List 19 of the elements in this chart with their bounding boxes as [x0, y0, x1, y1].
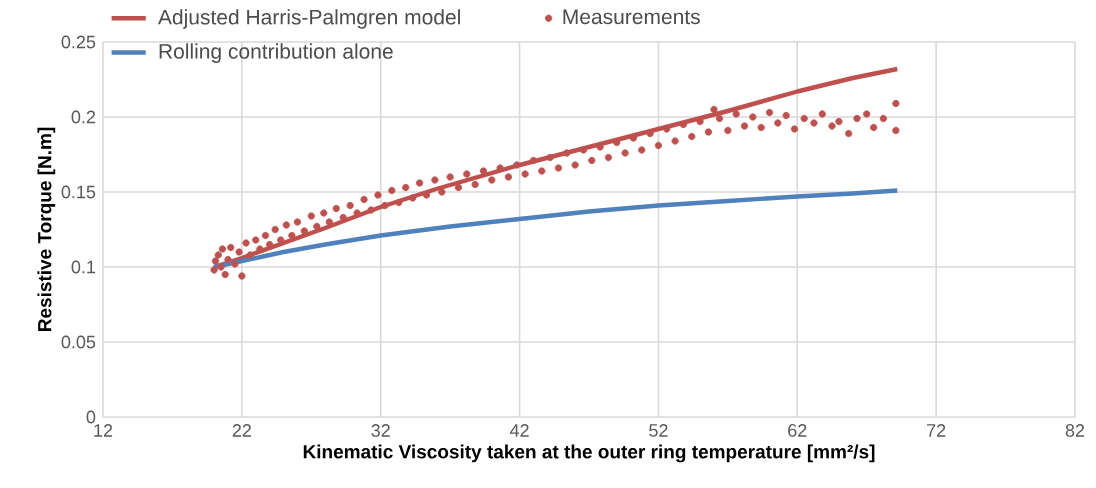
x-axis-title: Kinematic Viscosity taken at the outer ring temperature [mm²/s]: [303, 444, 875, 463]
x-tick-label: 42: [509, 424, 529, 437]
y-tick-label: 0.05: [61, 335, 96, 349]
y-tick-label: 0.25: [61, 35, 96, 49]
x-tick-label: 72: [927, 424, 946, 437]
x-tick-label: 62: [788, 424, 807, 437]
x-tick-label: 52: [649, 424, 668, 437]
x-tick-label: 22: [232, 424, 251, 437]
legend-label: Adjusted Harris-Palmgren model: [157, 9, 460, 29]
y-tick-label: 0.2: [71, 110, 96, 124]
legend-label: Rolling contribution alone: [159, 43, 393, 63]
x-tick-label: 82: [1065, 424, 1085, 437]
y-axis-title: Resistive Torque [N.m]: [37, 127, 56, 331]
y-tick-label: 0.1: [71, 260, 96, 274]
y-tick-label: 0.15: [61, 185, 96, 199]
x-tick-label: 12: [94, 424, 113, 437]
y-tick-label: 0: [86, 410, 96, 424]
x-tick-label: 32: [371, 424, 390, 437]
legend-label: Measurements: [563, 9, 700, 25]
